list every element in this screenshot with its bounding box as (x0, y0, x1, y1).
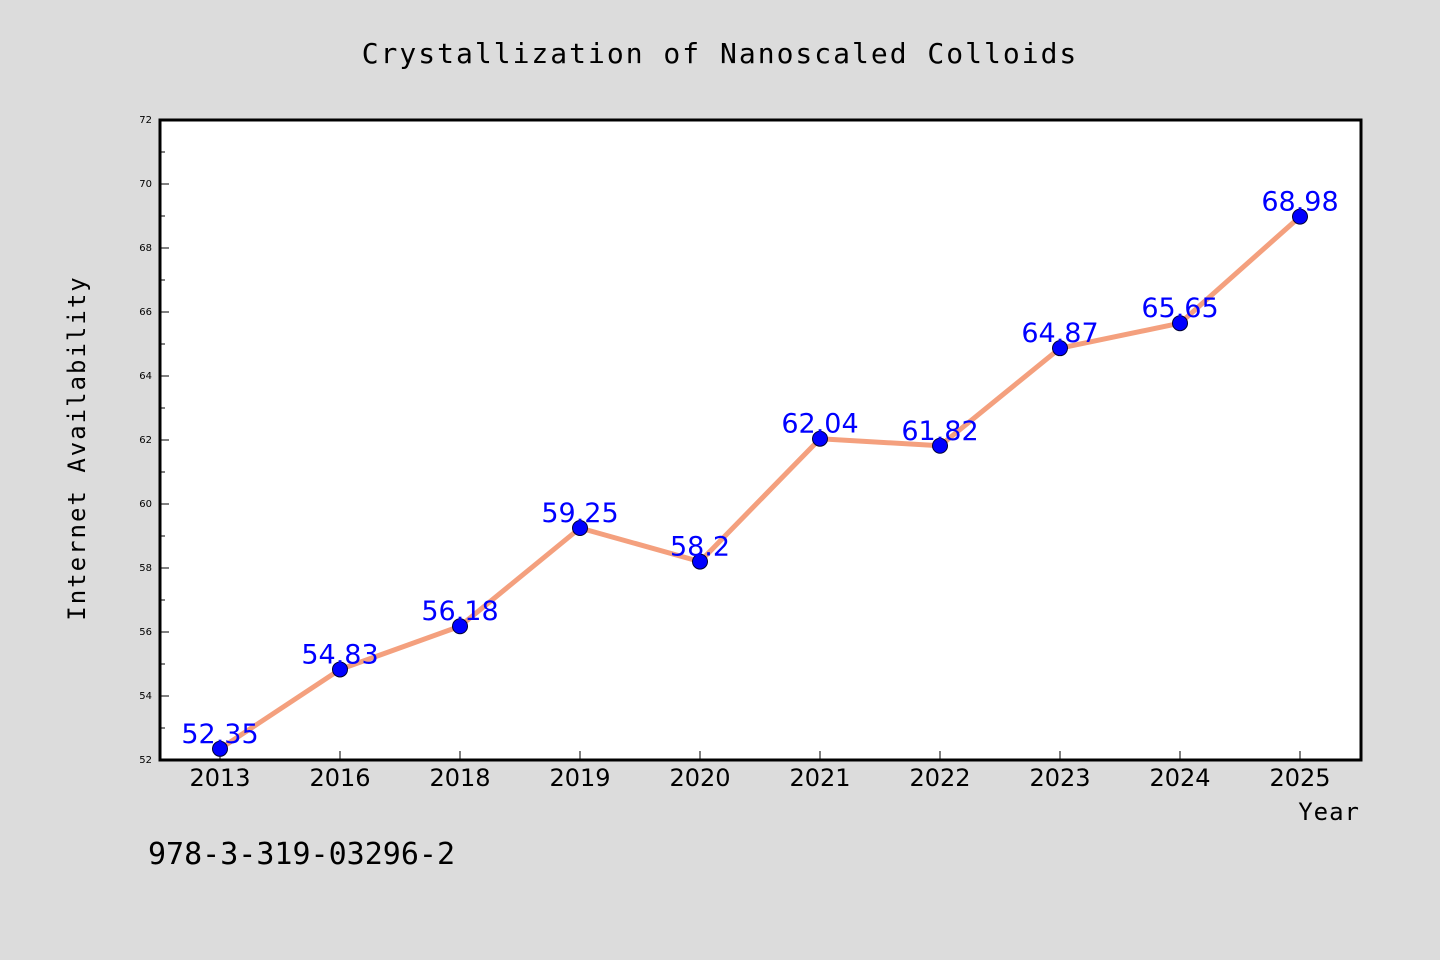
plot-frame (158, 118, 1363, 762)
chart-title: Crystallization of Nanoscaled Colloids (362, 37, 1079, 70)
data-point-marker (452, 618, 468, 635)
x-tick-label: 2018 (429, 764, 490, 792)
data-point-marker (332, 661, 348, 678)
y-tick-label: 56 (139, 627, 152, 638)
x-tick-label: 2024 (1149, 764, 1210, 792)
footer-note: 978-3-319-03296-2 (148, 837, 455, 872)
x-tick-label: 2021 (789, 764, 850, 792)
data-point-marker (1172, 315, 1188, 332)
data-labels-layer: 52.35 54.83 56.18 59.25 58.2 62.04 61.82 64.87 6… (181, 187, 1338, 750)
x-tick-label: 2022 (909, 764, 970, 792)
y-tick-label: 72 (139, 115, 152, 126)
data-label: 61.82 (901, 416, 978, 447)
x-tick-label: 2016 (309, 764, 370, 792)
data-label: 64.87 (1021, 318, 1098, 349)
data-point-marker (1292, 208, 1308, 225)
data-point-marker (212, 740, 228, 757)
series-layer (212, 208, 1308, 757)
data-label: 62.04 (781, 409, 858, 440)
data-label: 52.35 (181, 719, 258, 750)
y-axis-label: Internet Availability (63, 275, 91, 620)
data-label: 58.2 (670, 532, 730, 563)
y-tick-label: 52 (139, 755, 152, 766)
y-tick-label: 60 (139, 499, 152, 510)
x-tick-label: 2025 (1269, 764, 1330, 792)
x-tick-label: 2019 (549, 764, 610, 792)
y-tick-label: 54 (139, 691, 152, 702)
y-tick-label: 58 (139, 563, 152, 574)
data-point-marker (812, 430, 828, 447)
data-point-marker (572, 520, 588, 536)
x-axis-label: Year (1298, 798, 1360, 826)
data-point-marker (692, 553, 708, 570)
data-label: 68.98 (1261, 187, 1338, 218)
data-label: 54.83 (301, 639, 378, 670)
x-tick-label: 2023 (1029, 764, 1090, 792)
y-tick-label: 68 (139, 243, 152, 254)
x-axis-ticks: 2013 2016 2018 2019 2020 2021 2022 2023 2024 2025 (189, 751, 1331, 792)
plot-area (160, 120, 1361, 760)
data-point-marker (932, 437, 948, 454)
y-tick-label: 70 (139, 179, 152, 190)
data-label: 59.25 (541, 498, 618, 529)
data-label: 56.18 (421, 596, 498, 627)
data-point-marker (1052, 340, 1068, 357)
y-tick-label: 66 (139, 307, 152, 318)
y-tick-label: 64 (139, 371, 152, 382)
data-label: 65.65 (1141, 293, 1218, 324)
series-line (217, 214, 1303, 752)
x-tick-label: 2013 (189, 764, 250, 792)
y-tick-label: 62 (139, 435, 152, 446)
x-tick-label: 2020 (669, 764, 730, 792)
